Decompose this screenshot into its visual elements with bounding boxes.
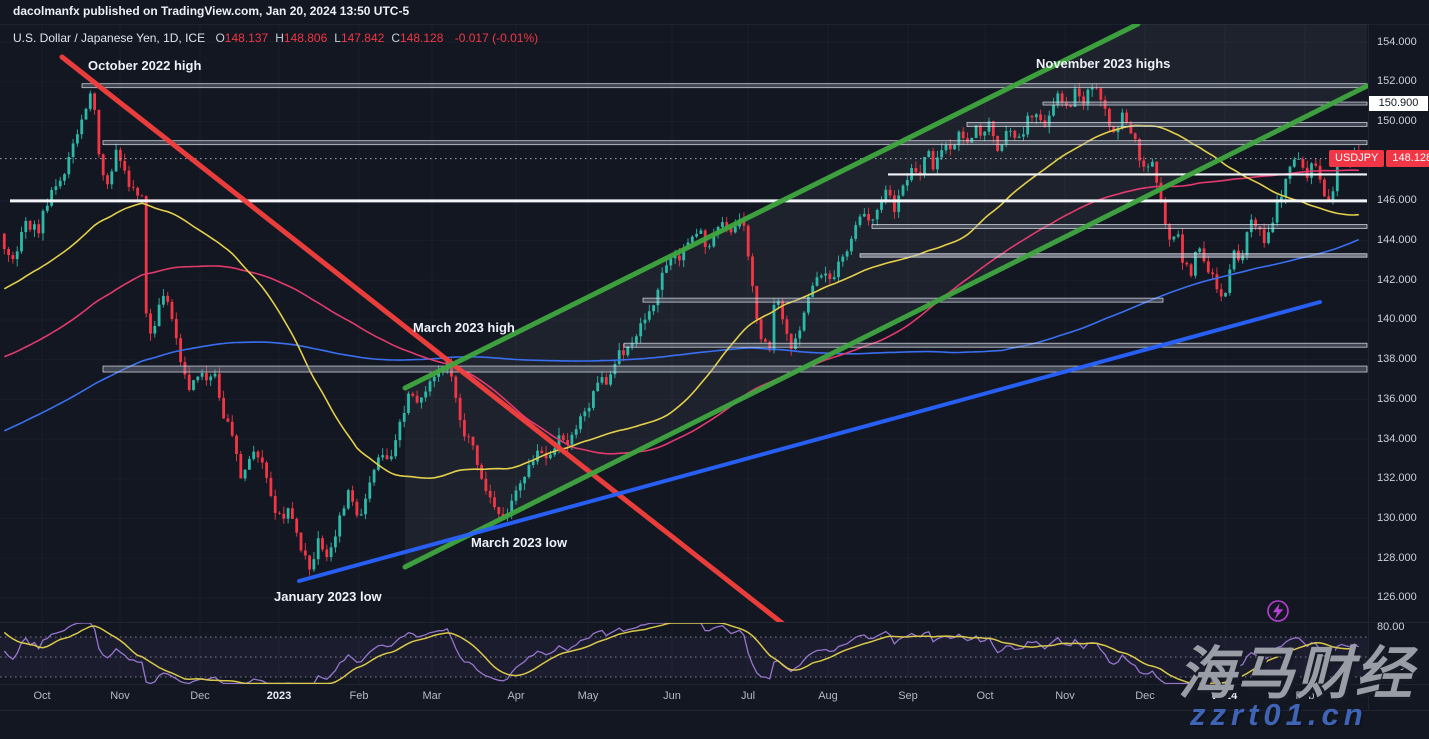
ohlc-values: O148.137 H148.806 L147.842 C148.128	[208, 31, 443, 45]
time-axis-label: Dec	[1135, 690, 1155, 702]
price-axis-label: 136.000	[1377, 392, 1417, 405]
price-axis-label: 128.000	[1377, 551, 1417, 564]
chart-text-annotation[interactable]: March 2023 low	[471, 535, 568, 550]
price-axis-label: 150.000	[1377, 114, 1417, 127]
trendline-ascending-support[interactable]	[297, 300, 1322, 583]
price-axis-label: 132.000	[1377, 472, 1417, 485]
price-axis-label: 144.000	[1377, 234, 1417, 247]
symbol-title[interactable]: U.S. Dollar / Japanese Yen, 1D, ICE	[13, 31, 206, 45]
ohlc-letter: H	[275, 31, 284, 45]
time-axis-label: Feb	[349, 690, 369, 702]
price-axis-label: 154.000	[1377, 35, 1417, 48]
time-axis-label: Jul	[740, 690, 756, 702]
ma-line-sma-50[interactable]	[3, 124, 1359, 480]
publisher-bar: dacolmanfx published on TradingView.com,…	[0, 0, 1429, 25]
time-axis-label: Oct	[976, 690, 994, 702]
key-level-band[interactable]	[1042, 101, 1368, 106]
price-axis-label: 126.000	[1377, 591, 1417, 604]
chart-text-annotation[interactable]: March 2023 high	[413, 320, 515, 335]
ma-line-sma-100[interactable]	[3, 169, 1359, 455]
ohlc-number: 148.806	[283, 31, 328, 45]
time-axis-label: Nov	[110, 690, 130, 702]
chart-text-annotation[interactable]: November 2023 highs	[1036, 56, 1171, 71]
symbol-info-bar[interactable]: U.S. Dollar / Japanese Yen, 1D, ICE O148…	[13, 31, 538, 45]
price-axis-label: 142.000	[1377, 273, 1417, 286]
price-axis-label: 130.000	[1377, 512, 1417, 525]
footer-separator	[0, 710, 1429, 711]
price-axis-label: 140.000	[1377, 313, 1417, 326]
ohlc-number: 147.842	[340, 31, 385, 45]
channel-fill	[405, 24, 1367, 567]
rsi-line[interactable]	[3, 623, 1360, 684]
ohlc-letter: O	[215, 31, 225, 45]
time-axis-label: Sep	[898, 690, 918, 702]
publisher-text: dacolmanfx published on TradingView.com,…	[13, 4, 410, 18]
trendline-channel-upper[interactable]	[402, 24, 1141, 391]
ohlc-number: 148.137	[224, 31, 269, 45]
rsi-axis-label: 80.00	[1377, 620, 1405, 633]
key-level-band[interactable]	[623, 342, 1368, 348]
watermark-cjk-text: 海马财经	[1178, 642, 1414, 706]
trendline-channel-lower[interactable]	[402, 83, 1368, 570]
time-axis-label: Feb	[1295, 690, 1315, 702]
time-axis-label: Jun	[663, 690, 681, 702]
key-level-band[interactable]	[871, 224, 1368, 229]
time-axis-label: Oct	[33, 690, 51, 702]
time-axis-label: 2023	[266, 690, 292, 702]
trendline-descending-resistance[interactable]	[59, 54, 787, 627]
main-pane[interactable]	[0, 24, 1368, 684]
rsi-axis-label: 40.00	[1377, 660, 1405, 673]
price-axis-label: 138.000	[1377, 353, 1417, 366]
key-level-band[interactable]	[102, 365, 1368, 373]
ohlc-letter: L	[334, 31, 341, 45]
time-axis-label: Mar	[422, 690, 442, 702]
key-level-band[interactable]	[859, 253, 1368, 258]
chart-text-annotation[interactable]: January 2023 low	[274, 589, 382, 604]
level-price-label: 150.900	[1369, 96, 1428, 112]
timeline-separator	[0, 684, 1429, 685]
chart-text-annotation[interactable]: October 2022 high	[88, 58, 202, 73]
ohlc-letter: C	[391, 31, 400, 45]
boost-lightning-icon[interactable]	[1267, 600, 1289, 622]
time-axis-label: Apr	[507, 690, 525, 702]
rsi-pane[interactable]	[0, 623, 1368, 684]
price-axis-label: 134.000	[1377, 432, 1417, 445]
key-level-band[interactable]	[102, 140, 1368, 146]
key-level-band[interactable]	[966, 122, 1368, 127]
price-axis-label: 146.000	[1377, 194, 1417, 207]
key-level-band[interactable]	[81, 83, 1368, 89]
key-level-band[interactable]	[642, 297, 1164, 303]
last-price-symbol: USDJPY	[1329, 150, 1385, 168]
pane-separator[interactable]	[0, 622, 1429, 623]
price-axis-label: 152.000	[1377, 75, 1417, 88]
watermark-domain-text: zzrt01.cn	[1190, 697, 1368, 732]
last-price-label: USDJPY 148.128	[1329, 150, 1429, 168]
time-axis-label: Nov	[1055, 690, 1075, 702]
rsi-ma-line[interactable]	[3, 623, 1359, 684]
ma-line-sma-200[interactable]	[3, 238, 1360, 432]
ohlc-number: 148.128	[400, 31, 444, 45]
last-price-value: 148.128	[1386, 150, 1429, 168]
time-axis-label: 2024	[1212, 690, 1238, 702]
price-scale-separator	[1368, 24, 1369, 710]
time-axis-label: Dec	[190, 690, 210, 702]
price-change: -0.017 (-0.01%)	[454, 31, 539, 45]
time-axis-label: May	[577, 690, 599, 702]
time-axis-label: Aug	[818, 690, 838, 702]
